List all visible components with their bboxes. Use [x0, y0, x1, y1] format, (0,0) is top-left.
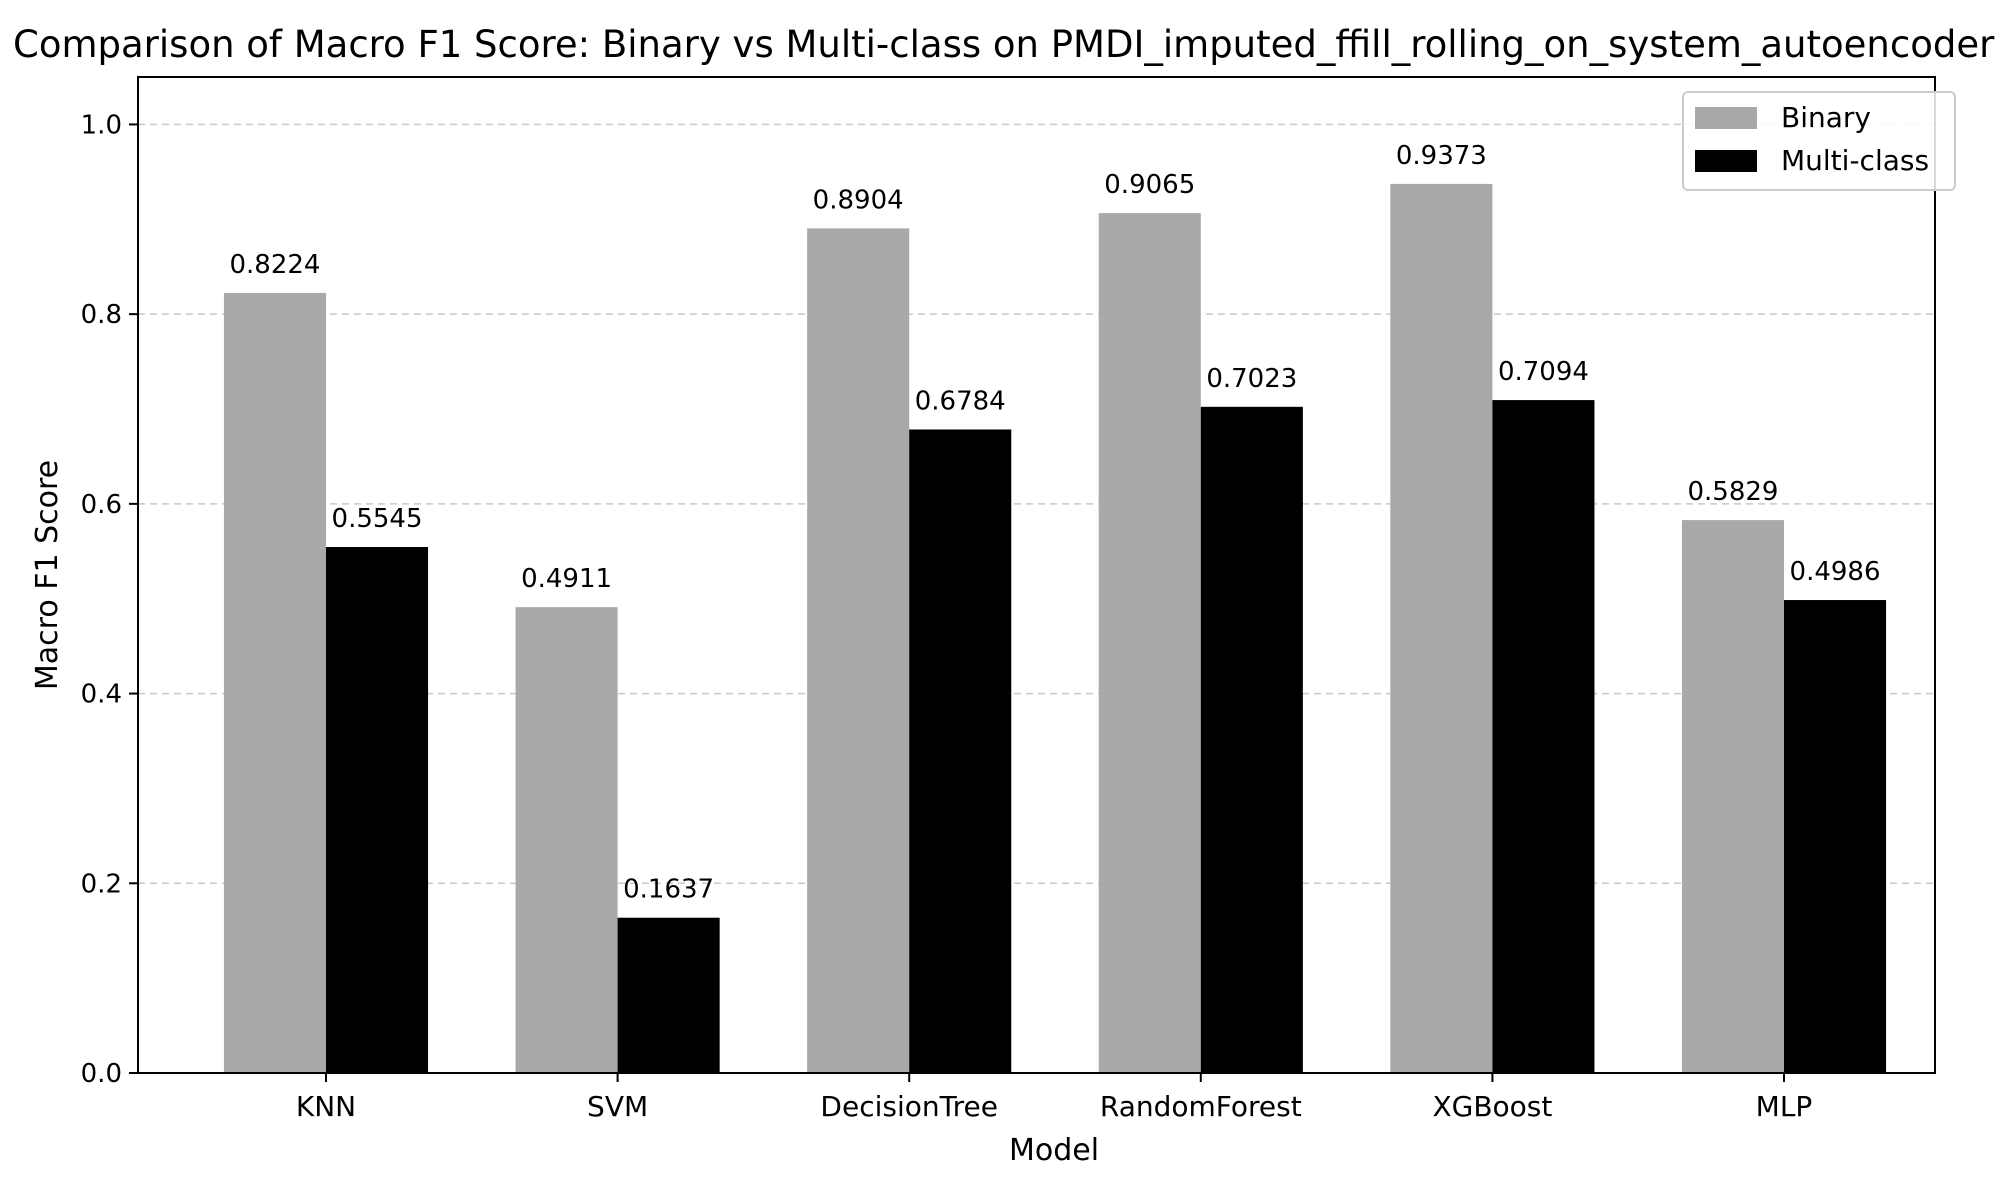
bar-value-label: 0.7094 — [1498, 357, 1589, 387]
y-tick-label: 0.0 — [81, 1059, 122, 1089]
bar-value-label: 0.5829 — [1687, 477, 1778, 507]
bar-multi-class — [909, 429, 1012, 1073]
y-axis-label: Macro F1 Score — [30, 460, 65, 690]
bars — [223, 183, 1887, 1074]
bar-binary — [807, 228, 910, 1074]
bar-value-label: 0.4911 — [521, 564, 612, 594]
bar-value-label: 0.5545 — [332, 504, 423, 534]
bar-binary — [1098, 213, 1201, 1073]
x-tick-label: SVM — [587, 1090, 648, 1123]
legend-swatch-multi-class — [1695, 150, 1757, 172]
y-tick-label: 0.6 — [81, 490, 122, 520]
chart-title: Comparison of Macro F1 Score: Binary vs … — [13, 23, 1995, 66]
bar-binary — [1681, 520, 1784, 1073]
bar-value-label: 0.6784 — [915, 386, 1006, 416]
x-axis-label: Model — [1009, 1133, 1099, 1168]
plot-area-frame — [137, 76, 1936, 1074]
bar-binary — [1390, 183, 1493, 1074]
y-tick-label: 1.0 — [81, 110, 122, 140]
bar-value-label: 0.4986 — [1790, 557, 1881, 587]
bar-multi-class — [1784, 600, 1887, 1073]
bar-value-label: 0.9065 — [1104, 170, 1195, 200]
bar-binary — [515, 607, 618, 1073]
y-tick-label: 0.8 — [81, 300, 122, 330]
bar-multi-class — [326, 547, 429, 1073]
y-tick-label: 0.4 — [81, 680, 122, 710]
legend-label-multi-class: Multi-class — [1781, 144, 1929, 177]
bar-value-label: 0.7023 — [1206, 364, 1297, 394]
x-tick-label: DecisionTree — [820, 1090, 998, 1123]
x-tick-label: XGBoost — [1432, 1090, 1552, 1123]
bar-multi-class — [617, 917, 720, 1073]
legend: Binary Multi-class — [1682, 91, 1956, 191]
y-axis: 0.0 0.2 0.4 0.6 0.8 1.0 — [81, 110, 138, 1089]
legend-swatch-binary — [1695, 107, 1757, 129]
bar-value-label: 0.8904 — [813, 185, 904, 215]
bar-multi-class — [1492, 400, 1595, 1073]
bar-value-label: 0.8224 — [229, 250, 320, 280]
bar-value-labels: 0.8224 0.5545 0.4911 0.1637 0.8904 0.6784 0.90… — [229, 141, 1880, 905]
bar-multi-class — [1200, 406, 1303, 1073]
x-tick-label: MLP — [1756, 1090, 1813, 1123]
legend-label-binary: Binary — [1781, 101, 1871, 134]
x-axis: KNN SVM DecisionTree RandomForest XGBoost MLP — [296, 1073, 1812, 1123]
y-tick-label: 0.2 — [81, 869, 122, 899]
bar-value-label: 0.9373 — [1396, 141, 1487, 171]
bar-binary — [223, 292, 326, 1073]
x-tick-label: RandomForest — [1100, 1090, 1302, 1123]
x-tick-label: KNN — [296, 1090, 356, 1123]
bar-value-label: 0.1637 — [623, 875, 714, 905]
